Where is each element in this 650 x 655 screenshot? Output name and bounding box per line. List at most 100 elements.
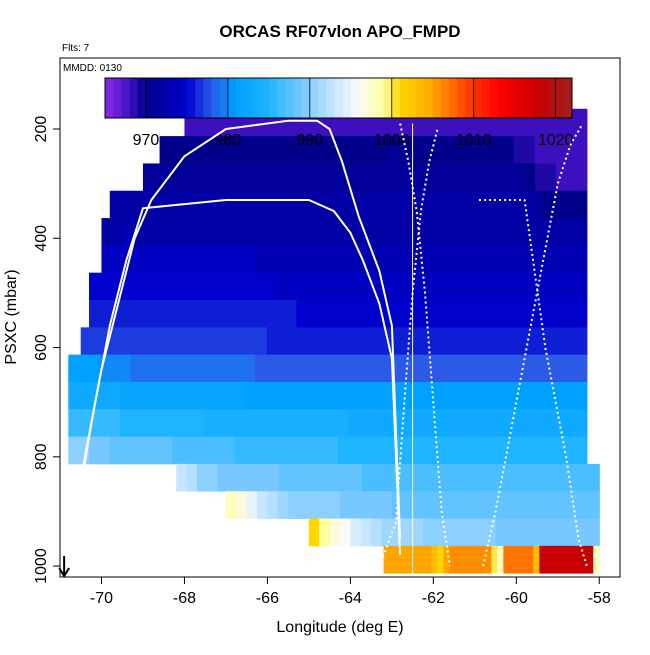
heatmap-cell — [234, 272, 246, 301]
heatmap-cell — [576, 436, 588, 465]
heatmap-cell — [534, 436, 546, 465]
heatmap-cell — [462, 245, 474, 274]
heatmap-cell — [431, 272, 443, 301]
colorbar-segment — [514, 78, 524, 118]
heatmap-cell — [482, 136, 494, 164]
heatmap-cell — [440, 136, 452, 164]
heatmap-cell — [265, 409, 277, 437]
heatmap-cell — [367, 136, 379, 164]
heatmap-cell — [140, 354, 152, 383]
heatmap-cell — [173, 163, 185, 192]
chart-title: ORCAS RF07vlon APO_FMPD — [219, 22, 460, 41]
heatmap-cell — [213, 272, 225, 301]
colorbar-segment — [309, 78, 319, 118]
heatmap-cell — [555, 272, 567, 301]
heatmap-cell — [568, 518, 580, 547]
heatmap-cell — [411, 163, 423, 192]
heatmap-cell — [234, 190, 246, 219]
heatmap-cell — [576, 218, 588, 246]
heatmap-cell — [78, 409, 90, 437]
colorbar-tick-label: 970 — [133, 132, 160, 149]
plot-frame — [59, 57, 621, 578]
heatmap-cell — [400, 300, 412, 328]
heatmap-cell — [372, 463, 384, 492]
heatmap-cell — [545, 409, 557, 437]
heatmap-cell — [452, 218, 464, 246]
heatmap-cell — [452, 300, 463, 328]
heatmap-cell — [462, 409, 474, 437]
heatmap-cell — [506, 463, 518, 492]
heatmap-cell — [192, 381, 204, 410]
heatmap-cell — [142, 327, 154, 356]
heatmap-cell — [327, 354, 339, 383]
heatmap-cell — [524, 108, 536, 137]
heatmap-cell — [266, 163, 278, 192]
x-tick-label: -60 — [505, 590, 528, 607]
heatmap-cell — [256, 163, 268, 192]
heatmap-cell — [566, 108, 578, 137]
heatmap-cell — [201, 136, 213, 164]
heatmap-cell — [400, 436, 412, 465]
heatmap-cell — [263, 136, 275, 164]
heatmap-cell — [545, 136, 557, 164]
heatmap-cell — [122, 218, 134, 246]
heatmap-cell — [545, 163, 557, 192]
colorbar-segment — [391, 78, 401, 118]
heatmap-cell — [524, 327, 536, 356]
y-axis-label: PSXC (mbar) — [3, 269, 20, 364]
heatmap-cell — [306, 190, 318, 219]
heatmap-cell — [420, 272, 432, 301]
heatmap-cell — [390, 327, 402, 356]
heatmap-cell — [557, 491, 569, 519]
heatmap-cell — [524, 272, 536, 301]
heatmap-cell — [130, 409, 142, 437]
heatmap-cell — [235, 163, 247, 192]
heatmap-cell — [203, 436, 215, 465]
heatmap-cell — [576, 381, 588, 410]
colorbar-segment — [383, 78, 393, 118]
heatmap-cell — [576, 245, 588, 274]
heatmap-cell — [192, 409, 204, 437]
colorbar-segment — [490, 78, 499, 118]
x-tick-label: -62 — [422, 590, 445, 607]
heatmap-cell — [479, 545, 487, 574]
heatmap-cell — [410, 190, 422, 219]
heatmap-cell — [545, 300, 557, 328]
heatmap-cell — [514, 218, 526, 246]
heatmap-cell — [401, 163, 412, 192]
heatmap-cell — [308, 108, 320, 137]
colorbar-segment — [211, 78, 221, 118]
heatmap-cell — [173, 218, 185, 246]
heatmap-cell — [225, 327, 237, 356]
heatmap-cell — [68, 436, 80, 465]
heatmap-cell — [348, 272, 360, 301]
heatmap-cell — [380, 218, 392, 246]
heatmap-cell — [503, 409, 515, 437]
heatmap-cell — [296, 409, 308, 437]
heatmap-cell — [254, 409, 266, 437]
colorbar-segment — [539, 78, 548, 118]
heatmap-cell — [442, 163, 454, 192]
heatmap-cell — [451, 136, 463, 164]
colorbar-segment — [547, 78, 557, 118]
heatmap-cell — [99, 354, 111, 383]
heatmap-cell — [413, 463, 425, 492]
heatmap-cell — [483, 108, 495, 137]
heatmap-cell — [296, 381, 308, 410]
heatmap-cell — [190, 136, 202, 164]
colorbar-segment — [473, 78, 483, 118]
heatmap-cell — [545, 245, 557, 274]
heatmap-cell — [196, 463, 208, 492]
heatmap-cell — [317, 272, 329, 301]
heatmap-cell — [485, 463, 497, 492]
heatmap-cell — [173, 245, 185, 274]
heatmap-cell — [503, 436, 515, 465]
heatmap-cell — [223, 190, 235, 219]
heatmap-cell — [297, 163, 309, 192]
heatmap-cell — [328, 108, 340, 137]
heatmap-cell — [390, 218, 402, 246]
heatmap-cell — [184, 218, 196, 246]
flight-profile-line — [399, 123, 451, 567]
